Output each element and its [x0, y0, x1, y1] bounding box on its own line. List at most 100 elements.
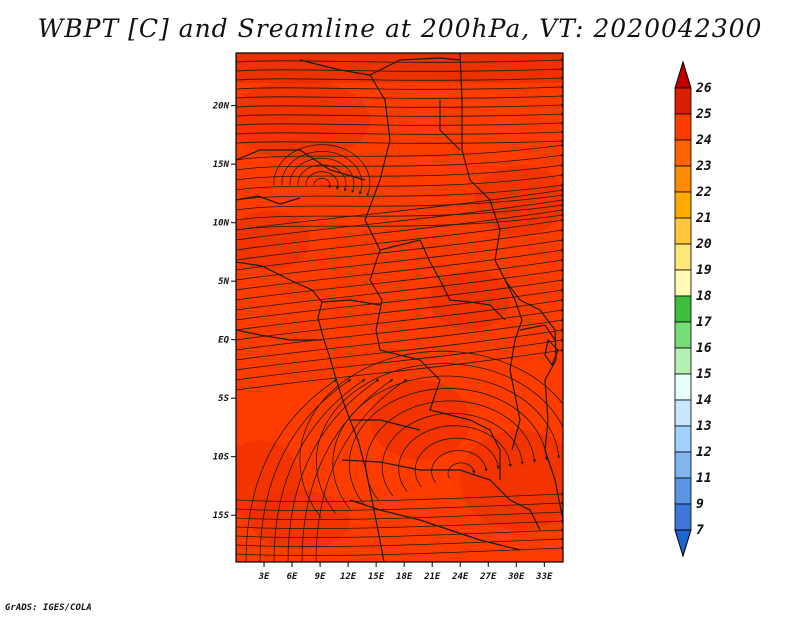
shade-patch	[236, 80, 370, 160]
streamline	[236, 248, 563, 291]
colorbar-label: 14	[696, 393, 712, 408]
streamline	[236, 67, 563, 72]
shade-patch	[236, 440, 300, 520]
colorbar-label: 25	[695, 107, 712, 122]
colorbar-segment	[674, 217, 692, 245]
colorbar-label: 23	[695, 159, 712, 174]
map-frame	[235, 52, 564, 563]
lon-tick-label: 3E	[258, 572, 270, 582]
colorbar-segment	[674, 165, 692, 193]
lat-tick-label: 15S	[213, 511, 230, 521]
boundary-line	[504, 279, 523, 451]
boundary-line	[321, 299, 381, 306]
colorbar-label: 26	[695, 81, 712, 96]
colorbar-segment	[674, 503, 692, 531]
grads-credit: GrADS: IGES/COLA	[5, 603, 92, 613]
colorbar-segment	[674, 321, 692, 349]
streamline	[236, 153, 563, 171]
streamline	[236, 85, 563, 90]
boundary-line	[236, 261, 385, 562]
streamline	[236, 208, 563, 251]
streamline	[236, 298, 563, 341]
streamline	[236, 519, 563, 530]
streamline	[236, 139, 563, 144]
lat-tick-label: EQ	[218, 336, 229, 346]
streamline	[365, 400, 536, 501]
colorbar-label: 22	[695, 185, 712, 200]
streamline	[236, 546, 563, 557]
streamline	[236, 213, 563, 231]
boundary-line	[379, 349, 501, 480]
streamline	[236, 510, 563, 521]
shade-patch-north	[236, 53, 563, 83]
streamline	[301, 379, 394, 562]
streamline	[236, 528, 563, 539]
lat-tick-label: 15N	[213, 160, 230, 170]
streamline	[236, 121, 563, 126]
streamline	[305, 171, 340, 190]
colorbar-segment	[674, 269, 692, 297]
lon-tick-label: 15E	[368, 572, 385, 582]
boundary-line	[236, 195, 301, 205]
streamline	[236, 173, 563, 191]
colorbar-segment	[674, 87, 692, 115]
colorbar-label: 21	[695, 211, 712, 226]
streamline	[431, 450, 488, 483]
streamline	[348, 388, 549, 505]
colorbar-segment	[674, 113, 692, 141]
streamlines	[236, 58, 563, 562]
colorbar-segment	[674, 373, 692, 401]
streamline	[236, 258, 563, 301]
lon-tick-label: 6E	[287, 572, 298, 582]
colorbar-segment	[674, 191, 692, 219]
streamline	[236, 130, 563, 135]
shade-patch	[370, 380, 470, 460]
lat-tick-label: 20N	[212, 102, 230, 112]
streamline	[236, 228, 563, 271]
colorbar-segment	[674, 451, 692, 479]
streamline	[236, 218, 563, 261]
boundary-line	[299, 59, 421, 251]
colorbar-top-arrow	[674, 60, 692, 89]
streamline	[313, 178, 332, 189]
colorbar-label: 20	[695, 237, 712, 252]
lat-tick-label: 10S	[213, 453, 230, 463]
streamline	[315, 363, 563, 514]
streamline	[236, 278, 563, 321]
lat-tick-label: 5N	[218, 277, 229, 287]
streamline	[287, 379, 380, 562]
streamline	[315, 379, 408, 562]
shade-patch	[236, 210, 310, 270]
streamline	[245, 379, 338, 562]
lon-tick-label: 27E	[479, 572, 497, 582]
streamline	[236, 501, 563, 512]
streamline	[236, 492, 563, 503]
streamline	[236, 188, 563, 231]
boundary-line	[369, 57, 461, 76]
streamline	[236, 308, 563, 351]
streamline	[299, 350, 563, 519]
colorbar-label: 13	[696, 419, 712, 434]
streamline	[236, 112, 563, 117]
streamline	[236, 203, 563, 221]
streamline	[236, 58, 563, 63]
streamline	[273, 379, 366, 562]
streamline	[289, 157, 355, 194]
colorbar-label: 9	[696, 497, 704, 512]
boundary-line	[236, 329, 322, 341]
colorbar-label: 12	[696, 445, 712, 460]
colorbar-segment	[674, 477, 692, 505]
streamline	[281, 151, 363, 195]
latitude-axis: 20N 15N 10N 5N EQ 5S 10S 15S	[212, 102, 236, 521]
boundary-line	[519, 324, 556, 341]
colorbar-segment	[674, 425, 692, 453]
boundary-line	[341, 459, 541, 531]
streamline	[236, 288, 563, 331]
colorbar-label: 7	[696, 523, 704, 538]
boundary-line	[350, 419, 421, 431]
lon-tick-label: 33E	[535, 572, 553, 582]
streamline	[398, 425, 512, 492]
boundary-line	[419, 239, 506, 321]
streamline	[236, 94, 563, 99]
